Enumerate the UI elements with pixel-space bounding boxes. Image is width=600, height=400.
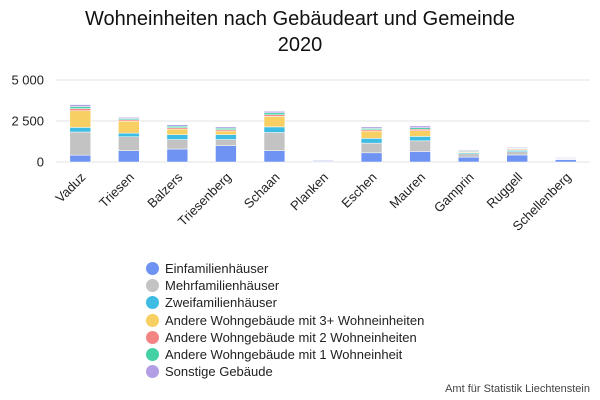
legend-marker — [146, 313, 159, 327]
legend-item[interactable]: Einfamilienhäuser — [146, 260, 424, 277]
bar-segment[interactable] — [263, 150, 286, 163]
y-tick-label: 5 000 — [11, 73, 44, 88]
bar-segment[interactable] — [360, 130, 383, 139]
bar-segment[interactable] — [166, 128, 189, 135]
bar-segment[interactable] — [360, 152, 383, 163]
bar-segment[interactable] — [263, 126, 286, 133]
bar-segment[interactable] — [409, 151, 431, 163]
legend-label: Einfamilienhäuser — [165, 261, 269, 277]
bar-segment[interactable] — [215, 139, 237, 146]
y-axis: 0 2 500 5 000 — [11, 73, 44, 170]
y-tick-label: 2 500 — [11, 114, 44, 129]
bar-segment[interactable] — [215, 130, 237, 135]
legend-label: Andere Wohngebäude mit 2 Wohneinheiten — [165, 329, 417, 345]
bar-segment[interactable] — [360, 142, 383, 154]
bar-segment[interactable] — [118, 132, 140, 137]
bar-segment[interactable] — [457, 149, 480, 151]
legend-item[interactable]: Andere Wohngebäude mit 1 Wohneinheit — [146, 346, 424, 363]
x-tick-label: Planken — [287, 170, 331, 214]
legend-marker — [146, 348, 159, 362]
bar-segment[interactable] — [166, 134, 189, 140]
x-tick-label: Mauren — [386, 170, 428, 212]
bar-segment[interactable] — [215, 145, 237, 163]
bar-segment[interactable] — [263, 112, 286, 116]
bar-segment[interactable] — [166, 148, 189, 163]
bar-segment[interactable] — [118, 120, 140, 134]
x-tick-label: Ruggell — [484, 169, 526, 211]
legend-label: Andere Wohngebäude mit 1 Wohneinheit — [165, 347, 403, 363]
x-tick-label: Balzers — [144, 169, 186, 211]
chart-title-line-2: 2020 — [278, 34, 323, 56]
x-tick-label: Gamprin — [431, 170, 477, 216]
bar-segment[interactable] — [69, 106, 91, 109]
legend-marker — [146, 262, 159, 276]
bar-segment[interactable] — [69, 154, 91, 163]
bar-segment[interactable] — [457, 153, 480, 158]
bar-segment[interactable] — [215, 126, 237, 129]
bar-segment[interactable] — [263, 116, 286, 128]
x-tick-label: Schaan — [241, 170, 283, 212]
bar-segment[interactable] — [409, 136, 431, 142]
legend-label: Zweifamilienhäuser — [165, 295, 277, 311]
bar-segment[interactable] — [69, 127, 91, 133]
x-tick-label: Eschen — [338, 170, 379, 211]
legend-label: Mehrfamilienhäuser — [165, 278, 280, 294]
bars-group — [69, 104, 577, 163]
legend-marker — [146, 365, 159, 379]
bar-segment[interactable] — [457, 156, 480, 163]
bar-segment[interactable] — [506, 151, 528, 156]
bar-segment[interactable] — [69, 131, 91, 156]
chart-title-line-1: Wohneinheiten nach Gebäudeart und Gemein… — [85, 8, 515, 30]
bar-segment[interactable] — [69, 108, 91, 111]
bar-segment[interactable] — [409, 140, 431, 152]
source-note: Amt für Statistik Liechtenstein — [445, 383, 590, 395]
bar-segment[interactable] — [118, 150, 140, 163]
bar-segment[interactable] — [263, 111, 286, 114]
bar-segment[interactable] — [312, 159, 334, 162]
bar-segment[interactable] — [555, 157, 577, 159]
bar-segment[interactable] — [409, 130, 431, 137]
bar-segment[interactable] — [409, 125, 431, 128]
legend-label: Sonstige Gebäude — [165, 364, 273, 380]
legend-marker — [146, 296, 159, 310]
bar-segment[interactable] — [263, 132, 286, 151]
bar-segment[interactable] — [118, 117, 140, 119]
bar-segment[interactable] — [118, 136, 140, 151]
x-tick-label: Vaduz — [52, 170, 88, 206]
legend-item[interactable]: Mehrfamilienhäuser — [146, 277, 424, 294]
bar-segment[interactable] — [69, 110, 91, 128]
bar-segment[interactable] — [506, 154, 528, 163]
bar-segment[interactable] — [69, 104, 91, 107]
bar-segment[interactable] — [555, 159, 577, 163]
legend-marker — [146, 330, 159, 344]
legend-label: Andere Wohngebäude mit 3+ Wohneinheiten — [165, 312, 425, 328]
bar-segment[interactable] — [166, 139, 189, 150]
bar-segment[interactable] — [360, 138, 383, 144]
bar-segment[interactable] — [506, 147, 528, 149]
bar-segment[interactable] — [360, 126, 383, 129]
x-tick-label: Triesen — [96, 170, 137, 211]
chart-legend: Einfamilienhäuser Mehrfamilienhäuser Zweif… — [146, 260, 424, 380]
bar-segment[interactable] — [215, 134, 237, 140]
legend-item[interactable]: Sonstige Gebäude — [146, 363, 424, 380]
legend-marker — [146, 279, 159, 293]
legend-item[interactable]: Andere Wohngebäude mit 3+ Wohneinheiten — [146, 312, 424, 329]
legend-item[interactable]: Zweifamilienhäuser — [146, 294, 424, 311]
legend-item[interactable]: Andere Wohngebäude mit 2 Wohneinheiten — [146, 329, 424, 346]
y-tick-label: 0 — [37, 155, 44, 170]
bar-segment[interactable] — [166, 124, 189, 127]
